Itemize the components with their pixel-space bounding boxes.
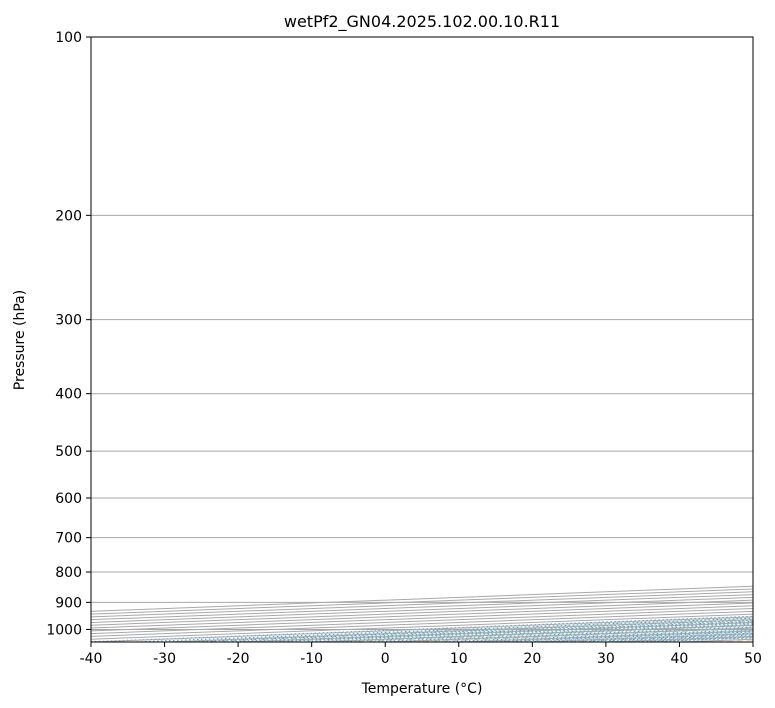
isotherm [238,621,753,642]
x-tick-label: 50 [744,651,762,667]
mixing-ratio-line [132,617,753,642]
isotherm [91,585,753,612]
plot-frame [90,36,754,643]
y-tick-label: 400 [55,387,82,403]
y-tick-label: 700 [55,531,82,547]
dry-adiabat [487,630,753,642]
isotherm [91,591,753,618]
y-tick-label: 100 [55,30,82,46]
y-tick-label: 1000 [46,622,82,638]
isotherm [91,605,753,632]
moist-adiabat [201,618,753,642]
isotherm [532,633,753,642]
moist-adiabat [238,620,753,642]
isotherm [91,588,753,615]
moist-adiabat [569,634,753,642]
x-tick-label: -20 [227,651,250,667]
mixing-ratio-line [573,634,753,642]
x-tick-label: -10 [300,651,323,667]
pressure-grid [91,37,753,642]
isotherm [91,599,753,626]
mixing-ratio-line [365,626,753,642]
moist-adiabat [311,623,753,642]
y-tick-label: 300 [55,313,82,329]
mixing-ratio-line [394,627,753,642]
isotherm [385,627,753,642]
x-tick-label: 0 [381,651,390,667]
axes: -40 -30 -20 -10 0 10 20 30 40 50 1000 900 800 700 600 5… [46,30,762,667]
moist-adiabat [605,635,753,642]
y-tick-label: 500 [55,444,82,460]
isotherm [605,635,753,642]
x-tick-label: -30 [153,651,176,667]
chart-title: wetPf2_GN04.2025.102.00.10.R11 [284,12,560,32]
x-axis-label: Temperature (°C) [361,681,483,697]
dry-adiabat [637,636,753,642]
moist-adiabat [274,622,753,642]
isotherm [91,608,753,635]
x-tick-label: 40 [671,651,689,667]
x-tick-label: 30 [597,651,615,667]
moist-adiabat [642,637,753,642]
isotherm [91,596,753,623]
dry-adiabat [338,624,753,642]
moist-adiabat [164,617,753,642]
isotherm [91,616,753,642]
isotherm [458,630,753,642]
isotherm [91,610,753,637]
moist-adiabat [532,632,753,642]
x-tick-label: -40 [80,651,103,667]
dry-adiabat [562,633,753,642]
y-tick-label: 200 [55,208,82,224]
x-tick-label: 10 [450,651,468,667]
y-axis-label: Pressure (hPa) [12,290,28,390]
isotherm [91,602,753,629]
isotherm [91,613,753,640]
moist-adiabat [421,628,753,642]
moist-adiabat [385,626,753,642]
y-tick-label: 900 [55,595,82,611]
dry-adiabat [189,618,753,642]
dry-adiabat [413,627,753,642]
dry-adiabat [711,639,753,642]
y-tick-label: 600 [55,491,82,507]
isotherm [91,594,753,621]
moist-adiabat [458,629,753,642]
dry-adiabat [264,621,753,642]
background-lines [91,615,753,642]
moist-adiabat [679,638,753,642]
isotherm [311,624,753,642]
isotherm [164,619,753,642]
isotherm [679,638,753,642]
y-tick-label: 800 [55,565,82,581]
mixing-ratio-line [546,633,753,642]
x-tick-label: 20 [523,651,541,667]
isotherm [752,641,753,642]
moist-adiabat [348,625,753,642]
moist-adiabat [495,631,753,642]
